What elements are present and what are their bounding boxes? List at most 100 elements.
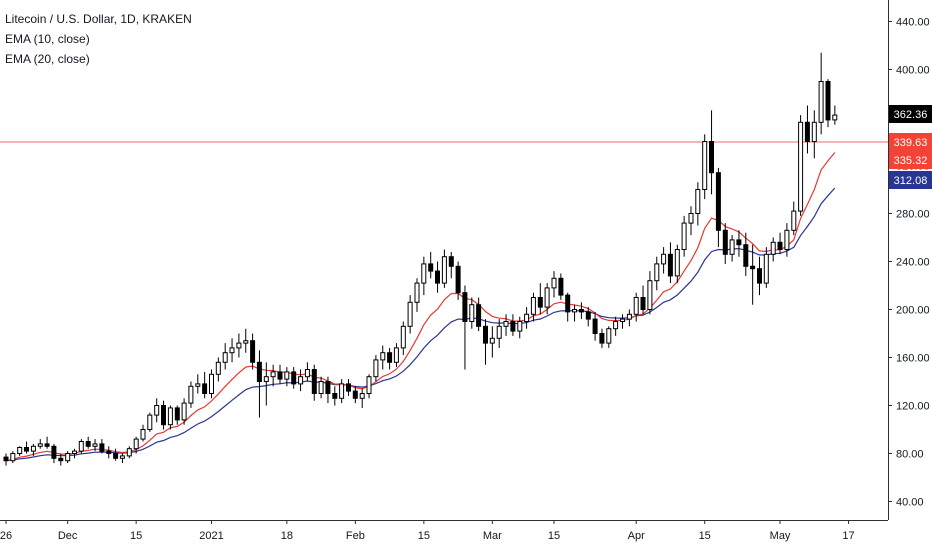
candle-body-down — [174, 407, 180, 421]
chart-legend: Litecoin / U.S. Dollar, 1D, KRAKEN EMA (… — [5, 9, 192, 69]
y-tick-label: 200.00 — [896, 305, 930, 317]
y-tick-label: 440.00 — [896, 17, 930, 29]
candle — [414, 278, 420, 312]
candle-body-up — [626, 313, 632, 320]
candle-body-up — [496, 325, 502, 339]
candle — [544, 283, 550, 315]
x-tick-label: 2021 — [199, 530, 223, 542]
candle-body-up — [784, 229, 790, 251]
candle-body-up — [167, 407, 173, 426]
candle — [750, 244, 756, 305]
candle-body-up — [284, 371, 290, 380]
candle-body-up — [154, 405, 160, 416]
ema-20-line — [5, 187, 836, 462]
price-label-box — [889, 171, 932, 189]
candle — [277, 364, 283, 384]
candle — [517, 316, 523, 339]
candle — [483, 319, 488, 365]
candle-body-up — [30, 445, 36, 452]
candle-body-up — [304, 369, 310, 378]
candle-body-up — [72, 450, 77, 455]
x-tick-label: 26 — [0, 530, 12, 542]
price-label-box — [889, 151, 932, 169]
candle-body-up — [270, 371, 276, 378]
candle-body-up — [229, 347, 235, 354]
candle — [791, 201, 797, 236]
candle-body-down — [777, 241, 783, 251]
candle — [558, 273, 564, 300]
candle — [147, 412, 153, 432]
candle — [599, 328, 605, 348]
y-tick-label: 280.00 — [896, 209, 930, 221]
candle-body-down — [558, 277, 564, 296]
candle-body-up — [140, 429, 146, 440]
candle — [243, 328, 249, 353]
candle — [126, 446, 132, 459]
candle — [722, 223, 728, 264]
candle — [455, 261, 461, 300]
candle-body-up — [298, 376, 304, 385]
candle-body-up — [798, 121, 804, 212]
candle — [606, 326, 612, 348]
candle-body-down — [250, 340, 256, 363]
candle-body-down — [428, 263, 434, 272]
candle — [784, 223, 790, 257]
y-tick-label: 160.00 — [896, 353, 930, 365]
candle — [85, 436, 91, 449]
candle-body-down — [804, 121, 810, 143]
candle — [140, 424, 146, 442]
candle-body-up — [633, 297, 639, 315]
candle-body-down — [510, 321, 516, 332]
candle-body-up — [243, 340, 249, 344]
candle — [174, 405, 180, 425]
candle — [387, 347, 393, 370]
candle-body-up — [119, 455, 125, 459]
ema-10-line — [5, 152, 836, 462]
candle-body-down — [435, 270, 440, 284]
candle — [633, 292, 639, 322]
candle — [325, 376, 331, 404]
candle-body-down — [113, 453, 119, 459]
candle-body-up — [366, 376, 372, 395]
symbol-title[interactable]: Litecoin / U.S. Dollar, 1D, KRAKEN — [5, 12, 192, 26]
candle-body-up — [620, 318, 625, 323]
candle — [804, 105, 810, 154]
candle — [99, 439, 105, 454]
candle — [688, 206, 694, 236]
ema-20-label[interactable]: EMA (20, close) — [5, 52, 90, 66]
candle-body-up — [78, 441, 84, 452]
ema-10-label[interactable]: EMA (10, close) — [5, 32, 90, 46]
x-tick-label: 15 — [418, 530, 430, 542]
candle-body-down — [592, 318, 598, 335]
candle — [332, 386, 338, 406]
candle — [421, 256, 427, 296]
candle-body-down — [483, 325, 488, 344]
candle-body-down — [565, 294, 571, 313]
candle — [647, 271, 653, 315]
candle — [565, 292, 571, 322]
candle-body-down — [667, 253, 673, 277]
candle-body-down — [715, 172, 721, 231]
candle — [537, 283, 543, 315]
candle — [695, 182, 701, 226]
candle — [729, 235, 735, 262]
candle — [222, 343, 228, 370]
candle-body-up — [181, 402, 187, 421]
candle — [270, 364, 276, 387]
candle — [380, 345, 386, 370]
candle — [256, 350, 262, 418]
candle — [832, 105, 838, 125]
candle-body-down — [325, 381, 331, 394]
candle-body-up — [195, 383, 201, 387]
candle — [263, 362, 269, 406]
x-tick-label: 15 — [130, 530, 142, 542]
x-tick-label: 18 — [281, 530, 293, 542]
candle — [736, 230, 742, 257]
candle-body-up — [215, 361, 221, 375]
candle — [236, 333, 242, 358]
candle — [133, 436, 139, 454]
candle — [10, 451, 16, 464]
candle-body-down — [709, 141, 714, 174]
candle — [167, 405, 173, 430]
